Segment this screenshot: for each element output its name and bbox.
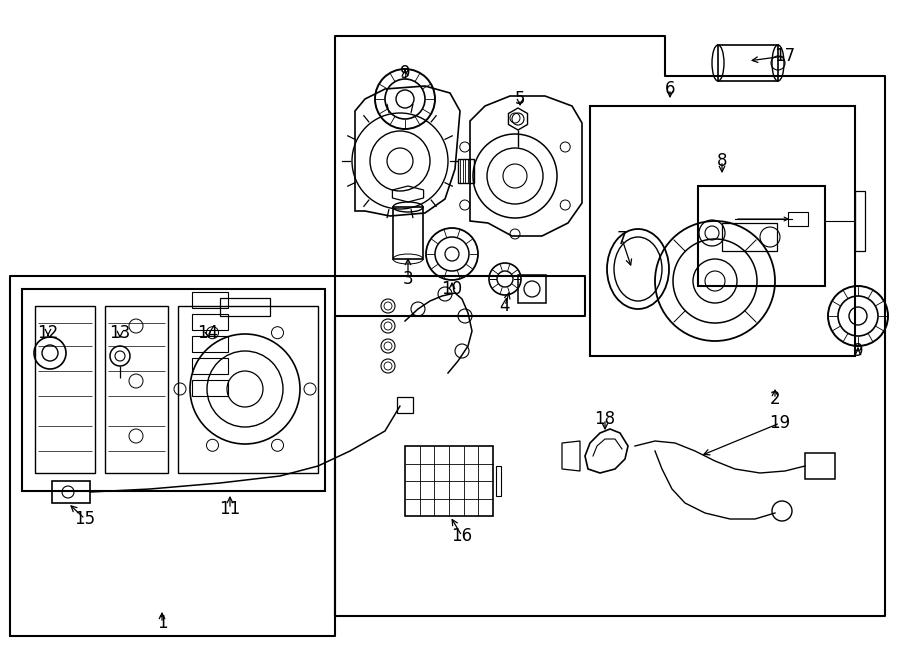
Bar [192,380,228,396]
Text: 14: 14 [197,324,219,342]
Bar [496,466,501,496]
Text: 2: 2 [770,390,780,408]
Text: 1: 1 [157,614,167,632]
Bar [397,397,413,413]
Bar [788,212,808,226]
Bar [192,336,228,352]
Bar [590,106,855,356]
Text: 9: 9 [853,342,863,360]
Text: 6: 6 [665,80,675,98]
Text: 12: 12 [38,324,58,342]
Bar [192,292,228,308]
Text: 4: 4 [500,297,510,315]
Text: 16: 16 [452,527,472,545]
Text: 10: 10 [441,280,463,298]
Bar [722,223,777,251]
Text: 13: 13 [110,324,130,342]
Bar [52,481,90,503]
Bar [458,159,474,183]
Bar [393,207,423,259]
Bar [855,191,865,251]
Text: 11: 11 [220,500,240,518]
Text: 8: 8 [716,152,727,170]
Text: 15: 15 [75,510,95,528]
Text: 3: 3 [402,270,413,288]
Bar [192,358,228,374]
Text: 18: 18 [594,410,616,428]
Text: 5: 5 [515,90,526,108]
Bar [698,186,825,286]
Bar [405,446,493,516]
Bar [518,275,546,303]
Bar [220,298,270,316]
Bar [22,289,325,491]
Text: 9: 9 [400,64,410,82]
Bar [718,45,778,81]
Text: 19: 19 [770,414,790,432]
Text: 7: 7 [616,230,627,248]
Bar [805,453,835,479]
Text: 17: 17 [774,47,796,65]
Bar [192,314,228,330]
